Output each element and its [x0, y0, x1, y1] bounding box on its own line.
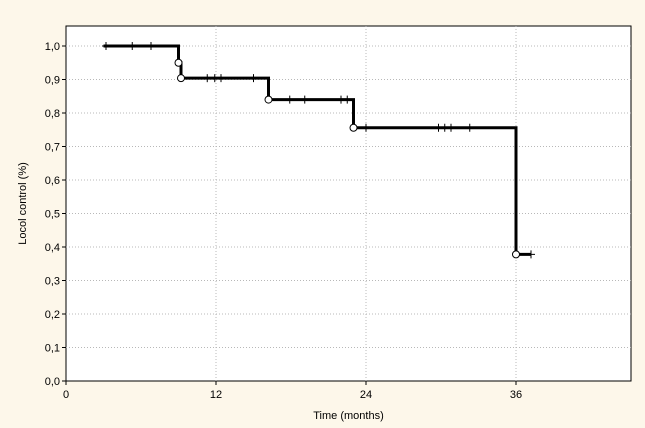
censor-mark [285, 95, 294, 104]
event-marker [174, 58, 183, 67]
x-axis-title: Time (months) [313, 410, 384, 422]
x-tick-label: 0 [63, 389, 69, 401]
censor-mark [300, 95, 309, 104]
y-tick-label: 0,3 [45, 276, 60, 288]
event-marker [349, 123, 358, 132]
censor-mark [447, 123, 455, 132]
censor-mark [217, 74, 225, 83]
plot-area [65, 25, 632, 382]
y-tick-label: 0,8 [45, 108, 60, 120]
censor-mark [249, 74, 258, 83]
censor-mark [362, 123, 370, 132]
censor-mark [343, 95, 352, 104]
y-tick-label: 1,0 [45, 41, 60, 53]
y-tick-label: 0,7 [45, 142, 60, 154]
event-marker [264, 95, 273, 104]
y-tick-label: 0,6 [45, 175, 60, 187]
censor-mark [465, 123, 474, 132]
y-tick-label: 0,4 [45, 242, 60, 254]
censor-mark [128, 42, 137, 50]
axes: 0,0 0,1 0,2 0,3 0,4 0,5 0,6 0,7 0,8 0,9 1,0 0 12 24 36 [45, 41, 522, 401]
y-tick-label: 0,9 [45, 75, 60, 87]
censor-mark [203, 74, 212, 83]
survival-series [102, 42, 535, 259]
censor-mark [527, 250, 535, 259]
y-axis-title: Locol control (%) [17, 162, 29, 245]
censor-mark [102, 42, 110, 50]
y-tick-label: 0,0 [45, 376, 60, 388]
x-tick-label: 12 [210, 389, 222, 401]
y-tick-label: 0,2 [45, 309, 60, 321]
event-marker [177, 74, 185, 83]
censor-mark [147, 42, 155, 50]
event-marker [512, 250, 520, 259]
x-tick-label: 36 [510, 389, 522, 401]
y-tick-label: 0,1 [45, 343, 60, 355]
y-tick-label: 0,5 [45, 209, 60, 221]
x-tick-label: 24 [360, 389, 372, 401]
